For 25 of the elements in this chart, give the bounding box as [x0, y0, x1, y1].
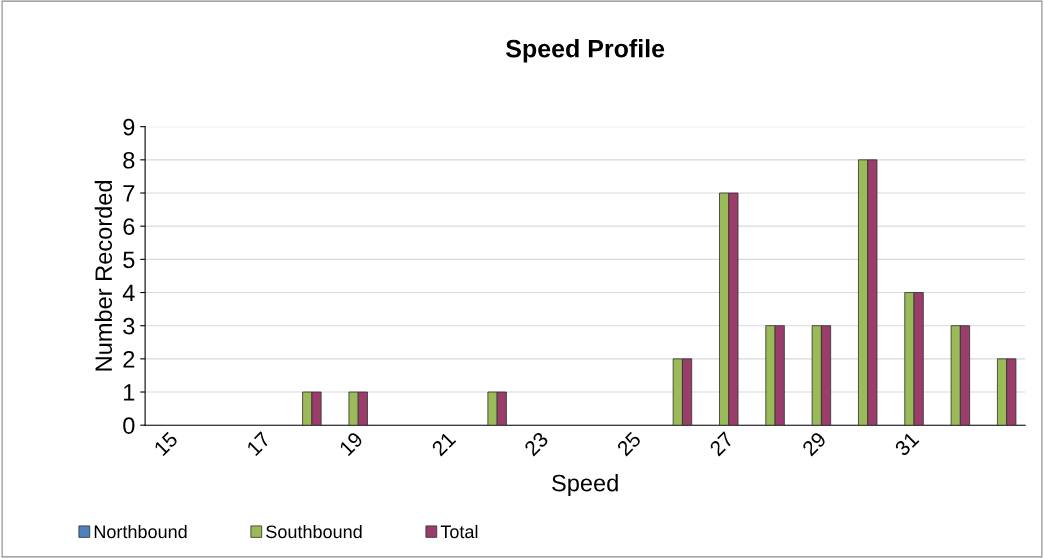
x-tick-label: 23: [523, 431, 550, 457]
y-tick-label: 2: [123, 350, 135, 368]
chart-title: Speed Profile: [506, 39, 665, 63]
y-tick-label: 3: [123, 317, 135, 335]
legend-label: Southbound: [266, 524, 362, 539]
x-tick-label: 29: [801, 431, 827, 457]
legend-label: Northbound: [94, 524, 187, 539]
y-tick-label: 8: [123, 151, 135, 169]
y-tick-label: 0: [123, 417, 135, 434]
x-tick-label: 15: [153, 431, 179, 457]
y-tick-label: 4: [122, 284, 135, 302]
legend-label: Total: [440, 524, 478, 539]
x-tick-label: 27: [708, 431, 735, 457]
x-tick-label: 21: [430, 431, 457, 457]
y-tick-label: 5: [123, 251, 135, 269]
y-tick-label: 6: [123, 218, 135, 235]
x-tick-label: 17: [246, 431, 271, 456]
y-axis-title: Number Recorded: [94, 180, 113, 371]
y-tick-label: 7: [123, 185, 135, 202]
y-tick-label: 9: [123, 118, 135, 136]
x-tick-label: 31: [893, 431, 920, 457]
y-tick-label: 1: [124, 384, 135, 401]
x-axis-title: Speed: [552, 474, 618, 497]
x-tick-label: 19: [338, 431, 364, 457]
x-tick-label: 25: [616, 431, 642, 457]
